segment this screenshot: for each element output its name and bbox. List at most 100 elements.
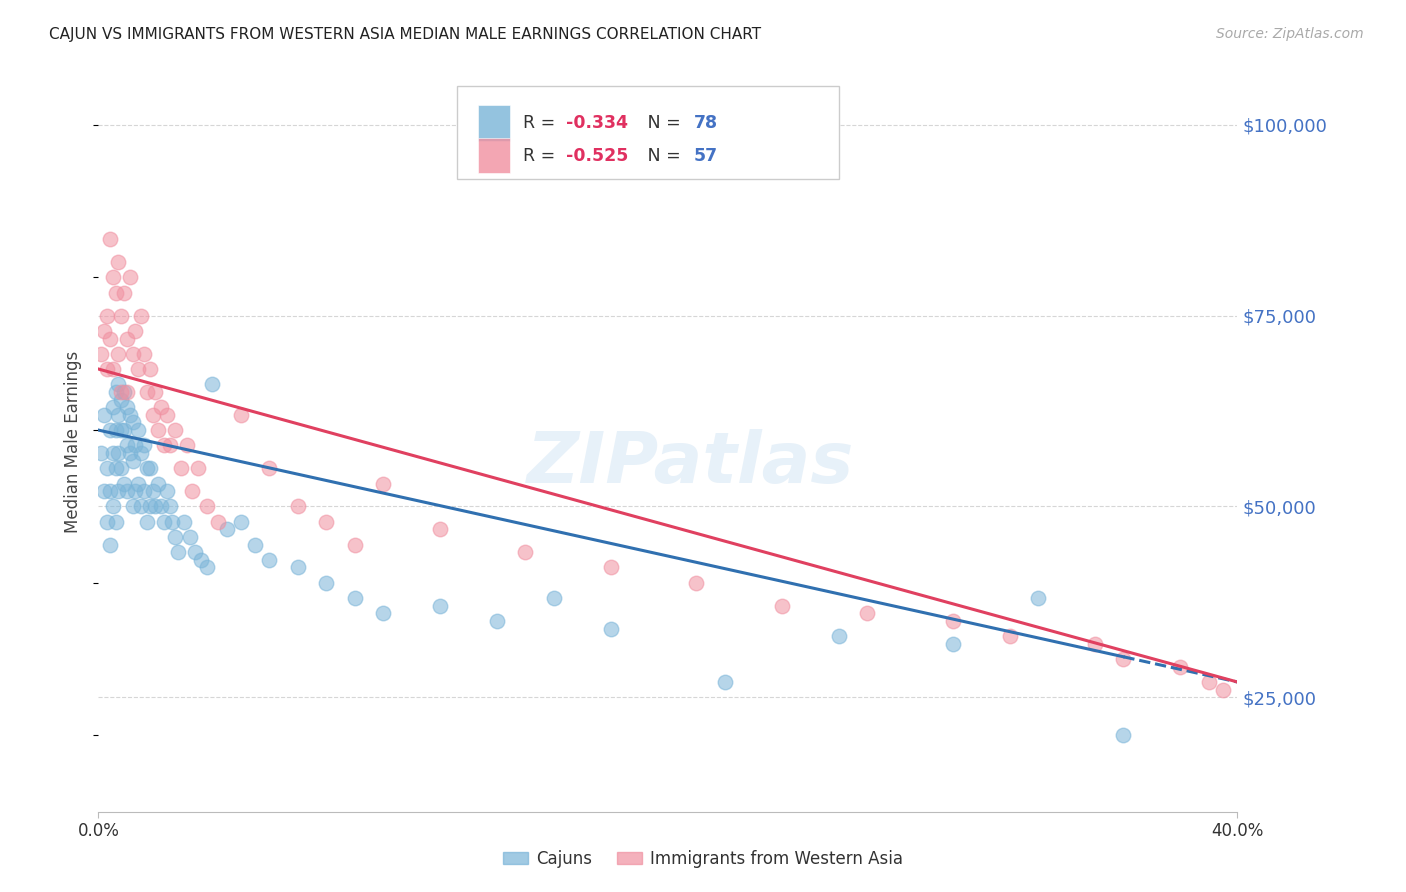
Point: [243, 538, 266, 552]
Point: [104, 461, 127, 475]
Point: [343, 591, 366, 605]
Point: [942, 637, 965, 651]
Point: [132, 484, 155, 499]
Point: [98, 331, 121, 345]
Point: [104, 384, 127, 399]
Text: ZIPatlas: ZIPatlas: [527, 429, 855, 499]
Point: [129, 309, 152, 323]
Point: [176, 438, 198, 452]
Point: [190, 553, 212, 567]
Point: [165, 530, 187, 544]
Point: [148, 423, 170, 437]
Point: [135, 515, 157, 529]
Y-axis label: Median Male Earnings: Median Male Earnings: [65, 351, 83, 533]
Point: [1026, 591, 1049, 605]
Point: [856, 607, 879, 621]
Point: [101, 270, 124, 285]
Point: [156, 408, 179, 422]
Point: [96, 461, 118, 475]
Point: [429, 522, 451, 536]
Point: [145, 500, 167, 514]
Text: Source: ZipAtlas.com: Source: ZipAtlas.com: [1216, 27, 1364, 41]
Point: [104, 423, 127, 437]
FancyBboxPatch shape: [478, 105, 509, 141]
Point: [181, 484, 204, 499]
Text: 78: 78: [695, 114, 718, 132]
Point: [429, 599, 451, 613]
Point: [118, 446, 141, 460]
Point: [110, 423, 132, 437]
Point: [96, 309, 118, 323]
Text: CAJUN VS IMMIGRANTS FROM WESTERN ASIA MEDIAN MALE EARNINGS CORRELATION CHART: CAJUN VS IMMIGRANTS FROM WESTERN ASIA ME…: [49, 27, 761, 42]
Text: -0.334: -0.334: [567, 114, 628, 132]
Point: [101, 362, 124, 376]
Point: [215, 522, 238, 536]
Point: [115, 438, 138, 452]
Point: [112, 476, 135, 491]
Point: [1198, 675, 1220, 690]
Point: [153, 515, 176, 529]
Point: [115, 384, 138, 399]
Point: [121, 500, 143, 514]
Point: [107, 484, 129, 499]
Point: [153, 438, 176, 452]
Point: [127, 362, 149, 376]
Point: [132, 438, 155, 452]
Point: [515, 545, 537, 559]
Point: [998, 629, 1021, 643]
Point: [124, 438, 146, 452]
Point: [315, 575, 337, 590]
Point: [98, 538, 121, 552]
Point: [207, 515, 229, 529]
Point: [121, 416, 143, 430]
Point: [195, 560, 218, 574]
Point: [115, 331, 138, 345]
Point: [170, 461, 193, 475]
Point: [187, 461, 209, 475]
Point: [201, 377, 224, 392]
Point: [107, 255, 129, 269]
Point: [110, 309, 132, 323]
Point: [195, 500, 218, 514]
Point: [98, 232, 121, 246]
Point: [229, 515, 252, 529]
Point: [1112, 652, 1135, 666]
Point: [167, 545, 190, 559]
Point: [141, 408, 163, 422]
Point: [543, 591, 565, 605]
Point: [98, 423, 121, 437]
Point: [287, 560, 309, 574]
Point: [942, 614, 965, 628]
Point: [98, 484, 121, 499]
Point: [129, 446, 152, 460]
Text: R =: R =: [523, 146, 561, 165]
Point: [107, 408, 129, 422]
Point: [315, 515, 337, 529]
Point: [486, 614, 509, 628]
Point: [118, 270, 141, 285]
Text: N =: N =: [631, 146, 686, 165]
Point: [159, 500, 181, 514]
Point: [159, 438, 181, 452]
Point: [112, 285, 135, 300]
Point: [112, 384, 135, 399]
Point: [121, 453, 143, 467]
Point: [112, 423, 135, 437]
Point: [184, 545, 207, 559]
Point: [138, 362, 160, 376]
Point: [373, 607, 395, 621]
Point: [121, 347, 143, 361]
Point: [110, 384, 132, 399]
Point: [90, 446, 112, 460]
Point: [1084, 637, 1107, 651]
Point: [90, 347, 112, 361]
Point: [828, 629, 851, 643]
Point: [162, 515, 184, 529]
Point: [127, 423, 149, 437]
Point: [107, 347, 129, 361]
Point: [229, 408, 252, 422]
Point: [173, 515, 195, 529]
Point: [259, 461, 281, 475]
Point: [115, 400, 138, 414]
Text: 57: 57: [695, 146, 718, 165]
